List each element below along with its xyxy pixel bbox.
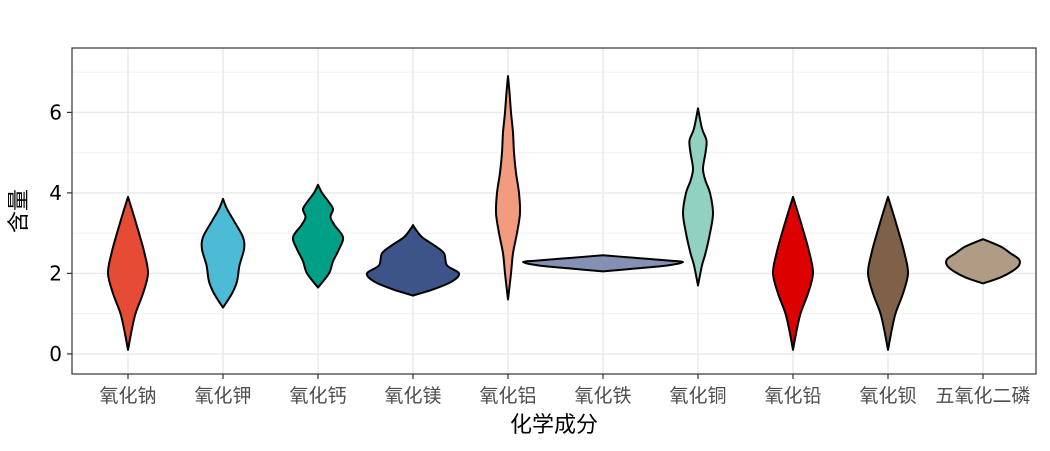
y-axis-title: 含量 [7, 189, 32, 233]
x-tick-label: 氧化铁 [574, 385, 631, 407]
violin [365, 224, 461, 297]
y-tick-label: 2 [49, 261, 62, 285]
y-tick-label: 6 [49, 100, 62, 124]
x-tick-label: 氧化钙 [289, 385, 346, 407]
violins [106, 75, 1021, 351]
x-tick-label: 氧化铜 [669, 385, 726, 407]
panel-border [71, 47, 1037, 375]
violin [494, 75, 522, 301]
violin [106, 195, 150, 351]
violin [200, 197, 246, 309]
y-tick-label: 4 [49, 181, 62, 205]
violin [682, 107, 714, 287]
x-axis: 氧化钠 氧化钾 氧化钙 氧化镁 氧化铝 氧化铁 氧化铜 氧化铅 氧化钡 五氧化二磷 [99, 374, 1031, 407]
violin [522, 254, 684, 273]
x-tick-label: 氧化钾 [194, 385, 251, 407]
violin [945, 238, 1021, 285]
violin [291, 183, 345, 289]
x-tick-label: 氧化铅 [764, 385, 821, 407]
panel-background [72, 48, 1036, 374]
x-tick-label: 氧化钠 [99, 385, 156, 407]
x-tick-label: 氧化铝 [479, 385, 536, 407]
y-axis: 0 2 4 6 [49, 100, 72, 366]
violin [866, 195, 910, 351]
x-tick-label: 氧化钡 [859, 385, 916, 407]
y-tick-label: 0 [49, 342, 62, 366]
x-tick-label: 氧化镁 [384, 385, 441, 407]
violin [771, 195, 815, 351]
x-axis-title: 化学成分 [510, 413, 598, 438]
x-tick-label: 五氧化二磷 [935, 385, 1030, 407]
